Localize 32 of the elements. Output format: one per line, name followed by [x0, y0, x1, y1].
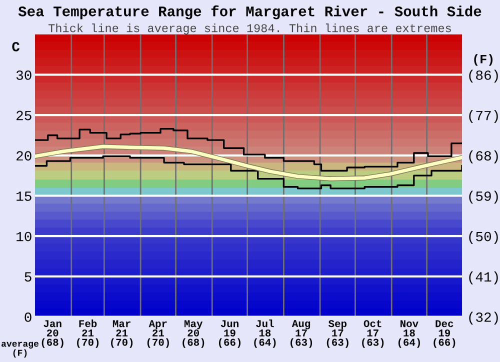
y-tick-label: 30 [16, 70, 32, 80]
y2-axis-title: (F) [474, 54, 492, 66]
y2-tick-label: (59) [469, 190, 498, 204]
y2-tick-label: (50) [469, 231, 498, 244]
x-tick-label: Feb 21 (70) [77, 320, 99, 348]
x-tick-label: Aug 17 (63) [290, 320, 312, 348]
x-tick-label: Dec 19 (66) [434, 320, 456, 348]
y2-tick-label: (86) [469, 70, 498, 83]
text: average (F) [2, 342, 39, 358]
y-tick-label: 25 [16, 110, 32, 120]
x-tick-label: Mar 21 (70) [111, 320, 133, 348]
line-series [35, 144, 462, 182]
y2-tick-label: (41) [469, 271, 498, 284]
x-tick-label: Jan 20 (68) [42, 320, 64, 348]
x-tick-label: Oct 17 (63) [362, 320, 384, 348]
x-tick-label: Nov 18 (64) [398, 320, 420, 348]
chart-subtitle: Thick line is average since 1984. Thin lines are extremes [48, 24, 451, 35]
y2-tick-label: (68) [469, 150, 498, 164]
x-tick-label: Jun 19 (66) [218, 320, 240, 348]
chart-title: Sea Temperature Range for Margaret River - South Side [18, 5, 482, 20]
y-tick-label: 15 [16, 192, 32, 201]
x-tick-label: Apr 21 (70) [147, 320, 169, 348]
y2-tick-label: (77) [469, 110, 498, 123]
y2-tick-label: (32) [469, 312, 498, 325]
x-tick-label: May 20 (68) [182, 320, 204, 348]
y-tick-label: 0 [24, 312, 32, 322]
x-tick-label: Jul 18 (64) [254, 320, 276, 348]
y-tick-label: 10 [16, 232, 32, 242]
y-axis-title: C [12, 42, 20, 52]
y-tick-label: 20 [16, 151, 32, 161]
x-tick-label: Sep 17 (63) [326, 320, 348, 348]
y-tick-label: 5 [24, 272, 32, 282]
